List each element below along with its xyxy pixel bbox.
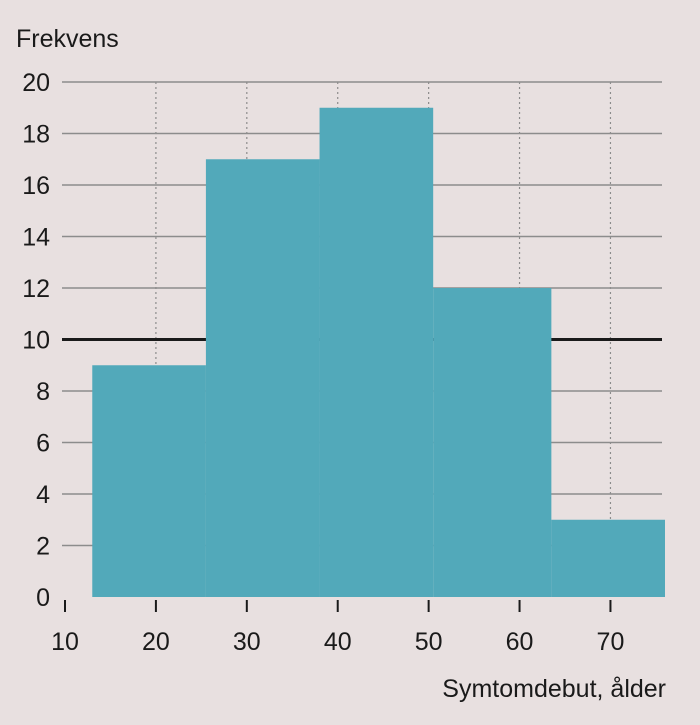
y-tick-label-10: 10 bbox=[22, 327, 50, 355]
y-tick-label-2: 2 bbox=[36, 533, 50, 561]
x-tick-label-10: 10 bbox=[51, 628, 79, 656]
y-tick-label-14: 14 bbox=[22, 224, 50, 252]
y-tick-label-12: 12 bbox=[22, 275, 50, 303]
histogram-bar-5 bbox=[551, 519, 665, 597]
histogram-bar-4 bbox=[433, 288, 552, 597]
y-tick-label-4: 4 bbox=[36, 481, 50, 509]
x-axis-label: Symtomdebut, ålder bbox=[442, 675, 666, 703]
y-tick-label-20: 20 bbox=[22, 69, 50, 97]
y-tick-label-6: 6 bbox=[36, 430, 50, 458]
histogram-bars bbox=[92, 107, 665, 597]
histogram-bar-2 bbox=[205, 159, 320, 597]
x-tick-label-40: 40 bbox=[324, 628, 352, 656]
y-axis-label: Frekvens bbox=[16, 25, 119, 53]
x-tick-label-70: 70 bbox=[597, 628, 625, 656]
y-tick-label-18: 18 bbox=[22, 121, 50, 149]
histogram-bar-3 bbox=[319, 107, 434, 597]
y-tick-label-8: 8 bbox=[36, 378, 50, 406]
y-tick-label-16: 16 bbox=[22, 172, 50, 200]
y-tick-labels: 0 2 4 6 8 10 12 14 16 18 20 bbox=[22, 69, 50, 612]
x-tick-label-60: 60 bbox=[506, 628, 534, 656]
x-tick-label-30: 30 bbox=[233, 628, 261, 656]
histogram-bar-1 bbox=[92, 365, 206, 597]
x-axis: 10 20 30 40 50 60 70 bbox=[51, 600, 624, 656]
y-tick-label-0: 0 bbox=[36, 584, 50, 612]
x-tick-label-50: 50 bbox=[415, 628, 443, 656]
x-tick-label-20: 20 bbox=[142, 628, 170, 656]
